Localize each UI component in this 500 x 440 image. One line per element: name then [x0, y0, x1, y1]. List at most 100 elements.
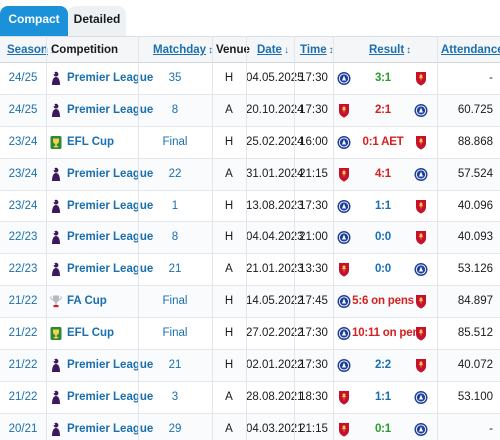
liverpool-crest-icon — [414, 230, 428, 245]
sort-result-header[interactable]: Result ↕ — [369, 37, 411, 63]
result-link[interactable]: 0:1 — [374, 422, 392, 435]
table-header: Season ↕ Competition Matchday ↕ Venue Date… — [0, 37, 500, 63]
table-row[interactable]: 24/25 Premier League 35 H 04.05.2025 17:… — [0, 63, 500, 95]
season-link[interactable]: 22/23 — [8, 231, 38, 244]
premier-league-icon — [50, 199, 62, 214]
column-divider — [138, 36, 139, 440]
season-link[interactable]: 21/22 — [8, 390, 38, 403]
season-link[interactable]: 23/24 — [8, 135, 38, 148]
table-row[interactable]: 22/23 Premier League 21 A 21.01.2023 13:… — [0, 254, 500, 287]
matchday-link[interactable]: 1 — [171, 199, 179, 212]
time-value: 13:30 — [299, 263, 328, 276]
matchday-link[interactable]: 29 — [168, 422, 182, 435]
matchday-link[interactable]: 22 — [168, 167, 182, 180]
matchday-link[interactable]: Final — [162, 295, 188, 308]
attendance-value: - — [489, 422, 493, 435]
time-value: 21:00 — [299, 231, 328, 244]
premier-league-icon — [50, 167, 62, 182]
time-value: 17:30 — [299, 327, 328, 340]
season-link[interactable]: 21/22 — [8, 359, 38, 372]
liverpool-crest-icon — [337, 167, 351, 182]
table-row[interactable]: 20/21 Premier League 29 A 04.03.2021 21:… — [0, 413, 500, 440]
chelsea-crest-icon — [337, 199, 351, 214]
sort-time-header[interactable]: Time ↕ — [300, 37, 334, 63]
attendance-value: 40.072 — [457, 359, 493, 372]
matches-table: Season ↕ Competition Matchday ↕ Venue Date… — [0, 36, 500, 440]
matchday-link[interactable]: 8 — [171, 231, 179, 244]
attendance-value: 88.868 — [457, 135, 493, 148]
matchday-link[interactable]: Final — [162, 135, 188, 148]
date-value: 04.03.2021 — [246, 422, 304, 435]
attendance-value: 85.512 — [457, 327, 493, 340]
date-value: 28.08.2021 — [246, 390, 304, 403]
competition-link[interactable]: Premier League — [67, 390, 154, 403]
venue-value: A — [225, 167, 233, 180]
result-link[interactable]: 4:1 — [374, 167, 392, 180]
competition-link[interactable]: FA Cup — [67, 295, 107, 308]
result-link[interactable]: 2:2 — [374, 359, 392, 372]
table-row[interactable]: 21/22 Premier League 3 A 28.08.2021 18:3… — [0, 381, 500, 414]
matchday-link[interactable]: Final — [162, 327, 188, 340]
column-divider — [46, 36, 47, 440]
competition-link[interactable]: Premier League — [67, 103, 154, 116]
table-row[interactable]: 23/24 EFL Cup Final H 25.02.2024 16:00 0… — [0, 126, 500, 159]
competition-link[interactable]: Premier League — [67, 199, 154, 212]
season-link[interactable]: 23/24 — [8, 167, 38, 180]
sort-attendance-header[interactable]: Attendance↕ — [441, 37, 500, 63]
competition-link[interactable]: Premier League — [67, 72, 154, 84]
season-link[interactable]: 21/22 — [8, 327, 38, 340]
matchday-link[interactable]: 8 — [171, 103, 179, 116]
table-row[interactable]: 21/22 Premier League 21 H 02.01.2022 17:… — [0, 350, 500, 382]
season-link[interactable]: 23/24 — [8, 199, 38, 212]
table-body: 24/25 Premier League 35 H 04.05.2025 17:… — [0, 63, 500, 440]
result-link[interactable]: 0:0 — [374, 263, 392, 276]
matchday-link[interactable]: 21 — [168, 263, 182, 276]
venue-value: A — [225, 390, 233, 403]
competition-link[interactable]: Premier League — [67, 231, 154, 244]
competition-link[interactable]: EFL Cup — [67, 135, 115, 148]
table-row[interactable]: 21/22 FA Cup Final H 14.05.2022 17:45 5:… — [0, 286, 500, 319]
result-link[interactable]: 1:1 — [374, 199, 392, 212]
season-link[interactable]: 21/22 — [8, 295, 38, 308]
premier-league-icon — [50, 262, 62, 277]
competition-link[interactable]: EFL Cup — [67, 327, 115, 340]
tab-detailed[interactable]: Detailed — [68, 6, 126, 36]
season-link[interactable]: 20/21 — [8, 422, 38, 435]
table-row[interactable]: 23/24 Premier League 1 H 13.08.2023 17:3… — [0, 190, 500, 223]
column-divider — [437, 36, 438, 440]
competition-link[interactable]: Premier League — [67, 422, 154, 435]
result-link[interactable]: 3:1 — [374, 72, 392, 84]
season-link[interactable]: 24/25 — [8, 72, 38, 84]
table-row[interactable]: 22/23 Premier League 8 H 04.04.2023 21:0… — [0, 222, 500, 255]
season-link[interactable]: 22/23 — [8, 263, 38, 276]
table-row[interactable]: 21/22 EFL Cup Final H 27.02.2022 17:30 1… — [0, 318, 500, 351]
result-link[interactable]: 5:6 on pens — [352, 295, 414, 308]
result-link[interactable]: 10:11 on pens — [352, 327, 426, 340]
result-link[interactable]: 0:0 — [374, 231, 392, 244]
result-link[interactable]: 1:1 — [374, 390, 392, 403]
competition-link[interactable]: Premier League — [67, 359, 154, 372]
chelsea-crest-icon — [414, 422, 428, 437]
venue-value: H — [224, 231, 234, 244]
matchday-link[interactable]: 3 — [171, 390, 179, 403]
venue-header: Venue — [216, 44, 250, 56]
liverpool-crest-icon — [337, 422, 351, 437]
matchday-link[interactable]: 21 — [168, 359, 182, 372]
venue-value: H — [224, 135, 234, 148]
table-row[interactable]: 24/25 Premier League 8 A 20.10.2024 17:3… — [0, 94, 500, 127]
competition-link[interactable]: Premier League — [67, 167, 154, 180]
sort-season-header[interactable]: Season ↕ — [7, 37, 55, 63]
result-link[interactable]: 2:1 — [374, 103, 392, 116]
matchday-link[interactable]: 35 — [168, 72, 182, 84]
sort-matchday-header[interactable]: Matchday ↕ — [153, 37, 213, 63]
matchday-header-label: Matchday — [153, 44, 207, 56]
date-value: 31.01.2024 — [246, 167, 304, 180]
tab-compact[interactable]: Compact — [0, 6, 68, 36]
time-value: 18:30 — [299, 390, 328, 403]
result-link[interactable]: 0:1 AET — [362, 135, 404, 148]
sort-date-header[interactable]: Date ↓ — [257, 37, 289, 63]
season-link[interactable]: 24/25 — [8, 103, 38, 116]
competition-link[interactable]: Premier League — [67, 263, 154, 276]
time-value: 17:30 — [299, 72, 328, 84]
table-row[interactable]: 23/24 Premier League 22 A 31.01.2024 21:… — [0, 158, 500, 191]
